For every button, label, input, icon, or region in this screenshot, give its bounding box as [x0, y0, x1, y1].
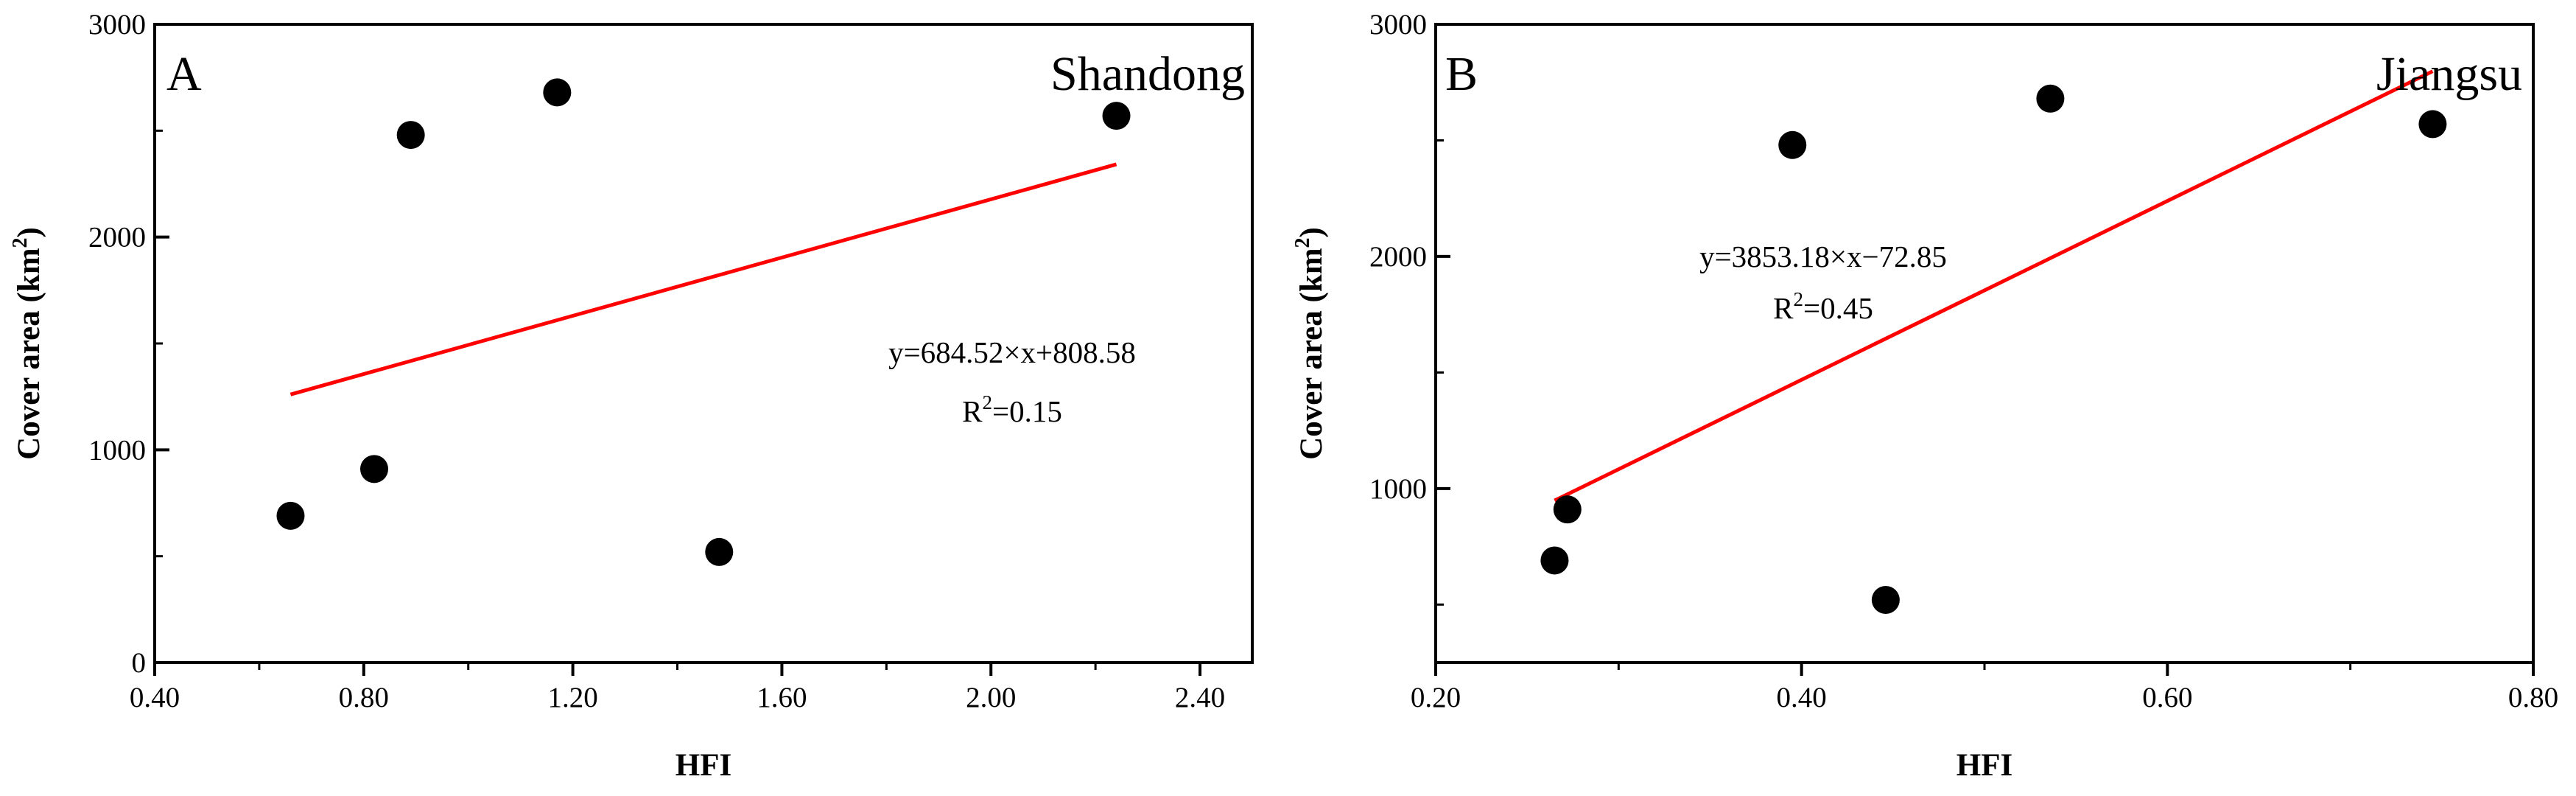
- y-tick-label: 2000: [1369, 241, 1427, 273]
- r-squared: R2=0.45: [1773, 288, 1873, 325]
- x-tick-label: 1.20: [547, 682, 597, 713]
- panel-label: A: [166, 47, 202, 101]
- regression-line: [1554, 69, 2434, 503]
- x-tick-label: 0.40: [1777, 682, 1827, 713]
- r2-value: =0.45: [1803, 291, 1873, 325]
- y-axis-title-main: Cover area (km: [12, 248, 46, 460]
- y-axis-title: Cover area (km2): [9, 227, 46, 460]
- y-tick-label: 1000: [1369, 473, 1427, 505]
- r2-prefix: R: [1773, 291, 1794, 325]
- r2-prefix: R: [962, 394, 983, 428]
- regression-equation: y=684.52×x+808.58: [888, 335, 1136, 369]
- y-axis-title-superscript: 2: [9, 237, 32, 248]
- x-tick-label: 2.40: [1175, 682, 1225, 713]
- x-axis-title: HFI: [675, 748, 731, 783]
- x-ticks: 0.40 0.80 1.20 1.60 2.00 2.40: [130, 663, 1225, 713]
- y-axis-title-end: ): [12, 227, 46, 237]
- data-point: [1102, 102, 1131, 130]
- x-axis-title: HFI: [1956, 748, 2012, 783]
- y-tick-label: 2000: [88, 222, 146, 254]
- x-tick-label: 2.00: [966, 682, 1016, 713]
- r2-superscript: 2: [982, 391, 992, 413]
- x-tick-label: 0.60: [2142, 682, 2192, 713]
- data-point: [1778, 130, 1807, 159]
- y-tick-label: 0: [132, 647, 147, 679]
- y-axis-title-main: Cover area (km: [1294, 248, 1329, 460]
- chart-panel-shandong: 0 1000 2000 3000 0.40 0.80 1.20 1.60 2.00 2.40 A…: [9, 9, 1254, 783]
- r-squared: R2=0.15: [962, 391, 1062, 428]
- x-tick-label: 0.40: [130, 682, 180, 713]
- y-axis-title-superscript: 2: [1291, 237, 1314, 248]
- x-tick-label: 0.80: [339, 682, 389, 713]
- data-point: [276, 501, 305, 530]
- regression-line: [289, 162, 1117, 397]
- data-point: [1871, 585, 1900, 614]
- data-points: [1540, 84, 2447, 614]
- regression-equation: y=3853.18×x−72.85: [1699, 240, 1947, 273]
- y-tick-label: 3000: [88, 9, 146, 41]
- panel-label: B: [1445, 47, 1478, 101]
- data-point: [2418, 110, 2447, 139]
- x-ticks: 0.20 0.40 0.60 0.80: [1411, 663, 2558, 713]
- y-axis-title-end: ): [1294, 227, 1329, 237]
- data-point: [396, 121, 425, 150]
- plot-frame: [1434, 23, 2535, 664]
- x-tick-label: 0.20: [1411, 682, 1461, 713]
- y-ticks: 0 1000 2000 3000: [88, 9, 169, 679]
- y-tick-label: 3000: [1369, 9, 1427, 41]
- data-point: [1553, 495, 1582, 524]
- data-point: [360, 455, 388, 483]
- y-ticks: 1000 2000 3000: [1369, 9, 1450, 606]
- r2-value: =0.15: [992, 394, 1062, 428]
- y-axis-title: Cover area (km2): [1291, 227, 1329, 460]
- data-point: [2036, 84, 2065, 113]
- data-point: [543, 78, 572, 107]
- r2-superscript: 2: [1793, 288, 1803, 310]
- data-point: [705, 537, 734, 566]
- chart-title: Jiangsu: [2376, 47, 2522, 101]
- data-point: [1540, 546, 1569, 575]
- x-tick-label: 1.60: [757, 682, 807, 713]
- data-points: [276, 78, 1131, 566]
- y-tick-label: 1000: [88, 434, 146, 466]
- x-tick-label: 0.80: [2508, 682, 2558, 713]
- chart-title: Shandong: [1050, 47, 1245, 101]
